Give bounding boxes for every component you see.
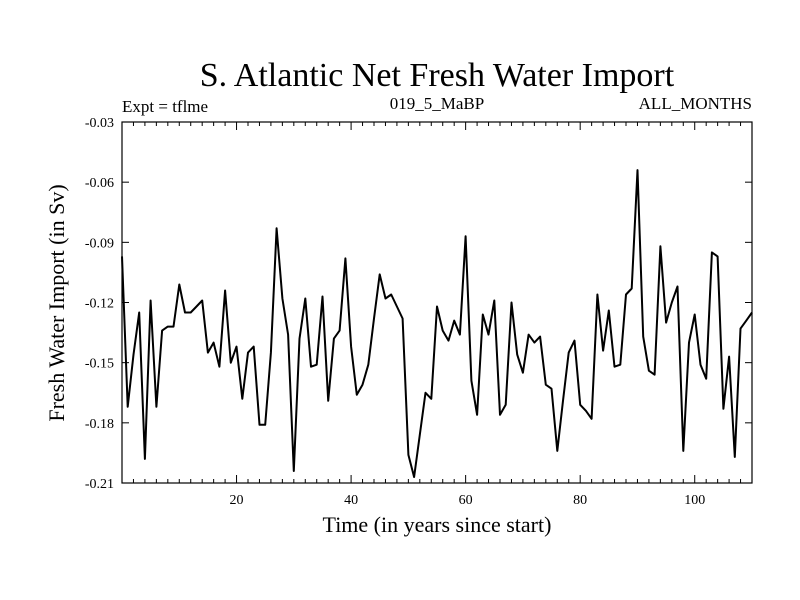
chart-title: S. Atlantic Net Fresh Water Import bbox=[200, 57, 675, 94]
x-tick-label: 60 bbox=[459, 493, 473, 508]
y-tick-label: -0.03 bbox=[85, 116, 114, 131]
x-axis-label: Time (in years since start) bbox=[323, 512, 552, 537]
y-tick-label: -0.21 bbox=[85, 477, 114, 492]
subtitle-center: 019_5_MaBP bbox=[390, 94, 484, 113]
y-axis: -0.03 -0.06 -0.09 -0.12 -0.15 -0.18 -0.21 bbox=[85, 116, 752, 492]
x-tick-label: 80 bbox=[573, 493, 587, 508]
series-line-fresh-water-import bbox=[121, 169, 753, 478]
y-axis-label: Fresh Water Import (in Sv) bbox=[44, 184, 69, 421]
y-tick-label: -0.18 bbox=[85, 417, 114, 432]
subtitle-right: ALL_MONTHS bbox=[639, 94, 752, 113]
y-tick-label: -0.06 bbox=[85, 176, 114, 191]
x-tick-label: 20 bbox=[230, 493, 244, 508]
x-axis: 20 40 60 80 100 bbox=[132, 122, 742, 508]
y-tick-label: -0.15 bbox=[85, 357, 114, 372]
x-tick-label: 100 bbox=[684, 493, 705, 508]
y-tick-label: -0.12 bbox=[85, 297, 114, 312]
subtitle-left: Expt = tflme bbox=[122, 97, 208, 116]
y-tick-label: -0.09 bbox=[85, 236, 114, 251]
x-tick-label: 40 bbox=[344, 493, 358, 508]
